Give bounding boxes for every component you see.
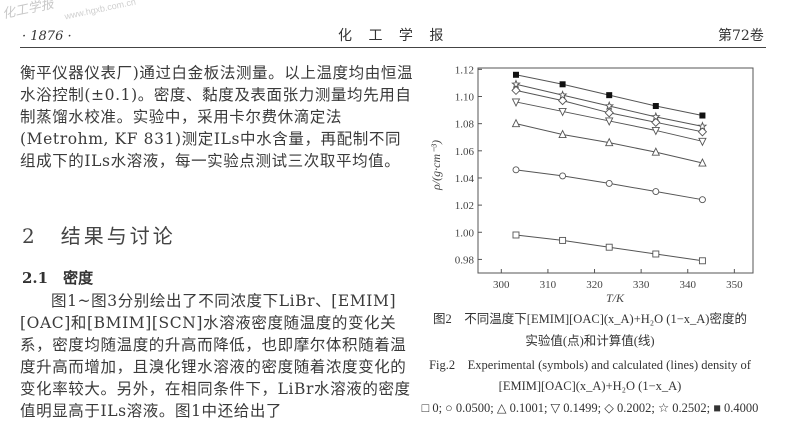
data-point-0.2502 [511,79,521,89]
data-point-0.1001 [558,129,567,138]
data-point-0.1499 [651,127,661,136]
data-point-0.2002 [557,95,568,106]
data-point-0 [512,231,520,239]
x-tick-label: 320 [586,279,603,291]
data-point-0.2002 [604,108,614,118]
y-tick-label: 1.12 [455,64,474,76]
y-tick-label: 1.02 [455,200,474,212]
data-point-0 [698,257,706,265]
data-point-0.2002 [511,85,521,96]
paragraph-methods: 衡平仪器仪表厂)通过白金板法测量。以上温度均由恒温水浴控制(±0.1)。密度、黏… [20,64,414,170]
data-point-0 [559,236,567,244]
y-tick-label: 1.06 [455,146,475,158]
data-point-0.4000 [606,92,613,99]
header-rule [20,47,766,48]
data-point-0.0500 [512,166,520,174]
plot-frame [477,67,754,274]
data-point-0.4000 [559,81,566,88]
data-point-0.1001 [698,158,707,167]
data-point-0.1001 [604,137,614,147]
y-tick-label: 0.98 [455,254,475,266]
y-axis-label: ρ/(g·cm⁻³) [429,140,443,191]
data-point-0.1001 [511,118,521,128]
data-point-0.1499 [604,117,614,126]
caption-cn-line1: 图2 不同温度下[EMIM][OAC](x_A)+H₂O (1−x_A)密度的 [433,312,747,326]
caption-en-line2: [EMIM][OAC](x_A)+H₂O (1−x_A) [498,379,682,393]
data-point-0.2502 [557,90,568,100]
x-tick-label: 350 [726,279,743,291]
data-point-0.2502 [604,100,615,111]
watermark-url: www.hgxb.com.cn [63,0,137,22]
x-tick-label: 310 [540,279,557,291]
data-point-0.0500 [652,188,660,195]
data-point-0.4000 [512,71,519,78]
density-chart: 300 310 320 330 340 350 0.98 1.00 1.02 1.04 1.06 1.… [429,64,754,305]
x-tick-label: 340 [679,279,696,291]
data-point-0.0500 [698,196,706,204]
x-tick-label: 300 [493,279,510,291]
x-axis-label: T/K [606,291,625,305]
y-tick-label: 1.04 [455,173,475,185]
data-point-0.0500 [559,172,567,180]
data-point-0.4000 [652,103,659,110]
caption-en-line1: Fig.2 Experimental (symbols) and calcula… [429,358,751,372]
data-point-0.0500 [605,179,613,187]
y-tick-label: 1.10 [455,92,475,104]
data-point-0.2002 [651,117,661,127]
legend-line: □ 0; ○ 0.0500; △ 0.1001; ▽ 0.1499; ◇ 0.2… [421,401,759,415]
journal-title: 化 工 学 报 [338,28,450,44]
data-point-0.4000 [699,112,706,119]
data-point-0.1499 [511,98,521,107]
section-title: 2 结果与讨论 [22,224,176,248]
data-point-0.2002 [697,127,708,137]
x-tick-label: 330 [633,279,650,291]
subsection-title: 2.1 密度 [22,269,94,287]
data-point-0.2502 [650,111,661,121]
data-point-0.1499 [558,107,567,117]
watermark-logo: 化工学报 [1,0,56,23]
data-point-0.1499 [698,137,707,147]
y-tick-label: 1.08 [455,119,475,131]
volume: 第72卷 [718,28,764,44]
data-point-0.1001 [651,147,661,156]
page-number: · 1876 · [22,29,72,44]
caption-cn-line2: 实验值(点)和计算值(线) [525,334,655,348]
data-point-0 [605,243,613,251]
data-point-0.2502 [697,121,708,131]
paragraph-density: 图1~图3分别绘出了不同浓度下LiBr、[EMIM][OAC]和[BMIM][S… [20,292,411,420]
data-point-0 [652,250,660,258]
y-tick-label: 1.00 [455,227,475,239]
